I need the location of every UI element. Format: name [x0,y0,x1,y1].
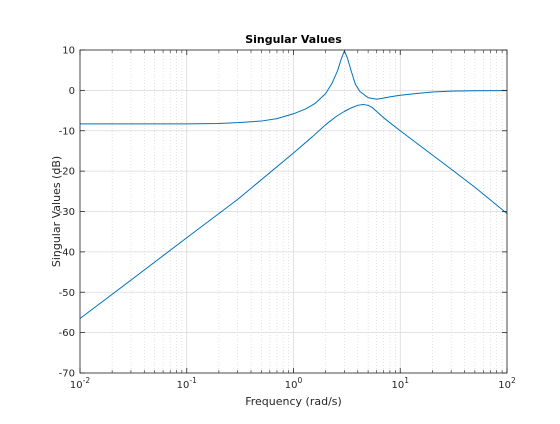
y-tick-label: 10 [62,46,75,57]
x-tick-label: 100 [285,376,303,391]
y-tick-label: -50 [59,288,75,299]
y-tick-label: -40 [59,247,75,258]
y-tick-label: -60 [59,328,75,339]
y-tick-label: -30 [59,207,75,218]
ticks-layer [79,49,508,374]
x-tick-label: 10-2 [70,376,90,391]
y-tick-label: 0 [69,86,75,97]
x-tick-labels: 10-2 10-1 100 101 102 [70,376,516,391]
y-tick-label: -20 [59,167,75,178]
x-axis-label: Frequency (rad/s) [245,395,342,408]
x-tick-label: 101 [391,376,409,391]
y-tick-label: -10 [59,126,75,137]
x-tick-label: 10-1 [177,376,197,391]
y-tick-label: -70 [59,369,75,380]
chart-title: Singular Values [245,33,342,46]
series-line-2 [79,104,508,319]
y-tick-labels: 10 0 -10 -20 -30 -40 -50 -60 -70 [59,46,75,380]
y-axis-label: Singular Values (dB) [50,156,63,267]
x-tick-label: 102 [498,376,516,391]
